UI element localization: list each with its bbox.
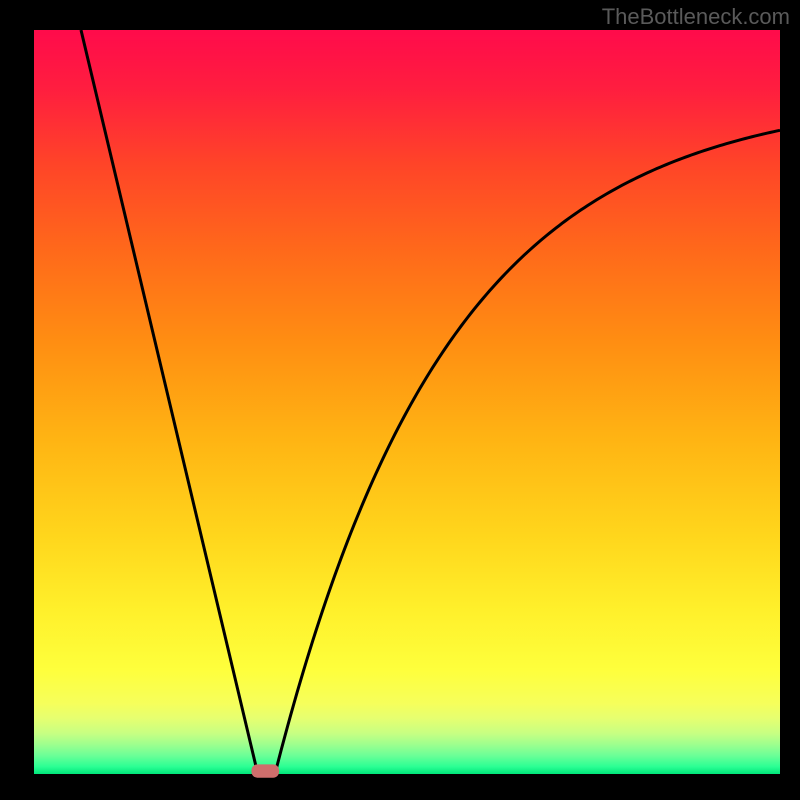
bottleneck-chart xyxy=(0,0,800,800)
chart-container: TheBottleneck.com xyxy=(0,0,800,800)
watermark-text: TheBottleneck.com xyxy=(602,4,790,30)
plot-background xyxy=(34,30,780,774)
bottleneck-marker xyxy=(251,764,279,777)
